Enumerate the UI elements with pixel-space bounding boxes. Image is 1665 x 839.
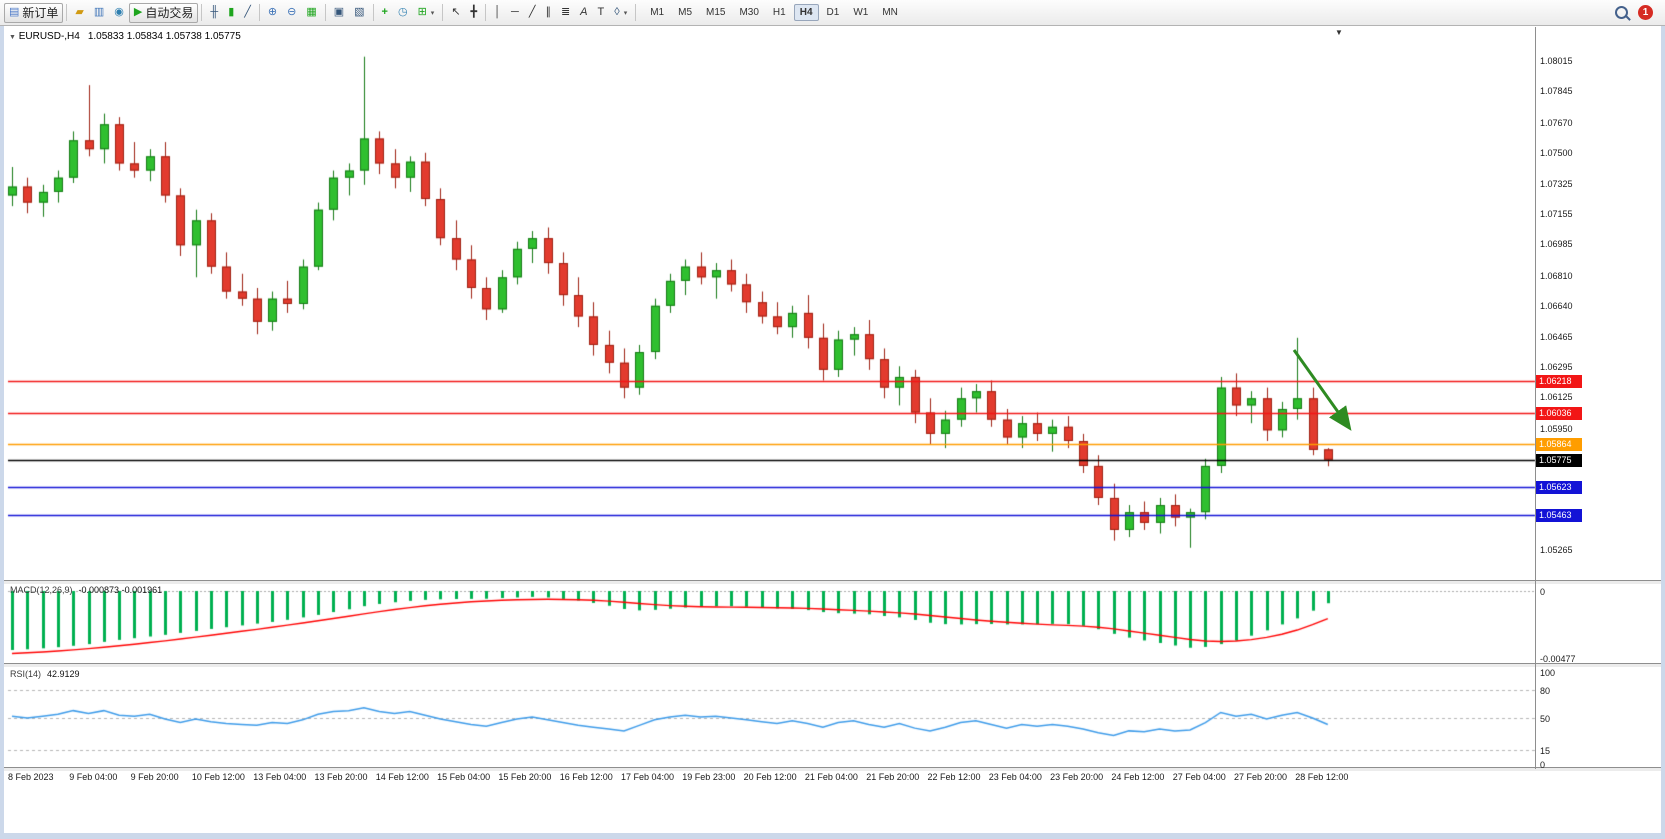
zoom-out-button[interactable]: ⊖ <box>282 3 301 23</box>
cascade-windows-icon: ▣ <box>333 6 345 18</box>
toolbar-separator <box>201 4 203 21</box>
profiles-button[interactable]: ◉ <box>109 3 129 23</box>
zoom-in-icon: ⊕ <box>267 6 278 18</box>
toolbar-separator <box>442 4 444 21</box>
app-toolbar: ▤ 新订单 ▰ ▥ ◉ ▶ 自动交易 ╫ ▮ ╱ ⊕ ⊖ ▦ ▣ ▧ + ◷ ⊞… <box>0 0 1665 26</box>
fibonacci-icon: ≣ <box>560 6 571 18</box>
vertical-line-tool-button[interactable]: │ <box>489 3 506 23</box>
trendline-tool-button[interactable]: ╱ <box>524 3 541 23</box>
tile-windows-button[interactable]: ▦ <box>301 3 321 23</box>
market-watch-button[interactable]: ▰ <box>70 3 88 23</box>
timeframe-button-M1[interactable]: M1 <box>644 4 670 21</box>
charts-icon: ▥ <box>93 6 105 18</box>
timeframe-buttons: M1 M5 M15 M30 H1 H4 D1 W1 MN <box>643 4 905 21</box>
toolbar-separator <box>324 4 326 21</box>
bar-chart-icon: ╫ <box>210 6 219 18</box>
channel-icon: ∥ <box>545 6 551 18</box>
notification-badge[interactable]: 1 <box>1638 5 1653 20</box>
toolbar-separator <box>258 4 260 21</box>
search-icon[interactable] <box>1615 6 1628 19</box>
clock-icon: ◷ <box>397 6 408 18</box>
timeframe-button-M30[interactable]: M30 <box>733 4 764 21</box>
charts-button[interactable]: ▥ <box>89 3 109 23</box>
crosshair-icon: ╋ <box>470 6 478 18</box>
zoom-out-icon: ⊖ <box>287 6 297 18</box>
indicators-button[interactable]: ⊞ ▾ <box>413 3 440 23</box>
candlestick-icon: ▮ <box>228 6 235 18</box>
line-chart-icon: ╱ <box>244 6 251 18</box>
new-order-icon: ▤ <box>9 6 20 18</box>
globe-icon: ◉ <box>114 6 124 18</box>
arrows-tool-button[interactable]: ◊ ▾ <box>609 3 632 23</box>
toolbar-separator <box>372 4 374 21</box>
cursor-icon: ↖ <box>451 6 461 18</box>
arrange-windows-button[interactable]: ▧ <box>349 3 369 23</box>
crosshair-tool-button[interactable]: ╋ <box>466 3 483 23</box>
cascade-windows-button[interactable]: ▣ <box>329 3 349 23</box>
arrows-tool-icon: ◊ <box>614 6 620 18</box>
new-order-button[interactable]: ▤ 新订单 <box>4 2 64 23</box>
text-tool-button[interactable]: A <box>575 3 592 23</box>
arrange-windows-icon: ▧ <box>354 6 365 18</box>
new-order-label: 新订单 <box>22 6 59 20</box>
trendline-icon: ╱ <box>528 6 536 18</box>
tile-windows-icon: ▦ <box>306 6 317 18</box>
timeframe-button-MN[interactable]: MN <box>876 4 904 21</box>
text-tool-icon: A <box>580 6 588 18</box>
fibonacci-tool-button[interactable]: ≣ <box>556 3 575 23</box>
horizontal-line-tool-button[interactable]: ─ <box>506 3 524 23</box>
indicator-add-icon: ⊞ <box>417 6 427 18</box>
horizontal-line-icon: ─ <box>511 6 519 18</box>
autoscroll-button[interactable]: ◷ <box>393 3 413 23</box>
channel-tool-button[interactable]: ∥ <box>540 3 556 23</box>
toolbar-separator <box>66 4 68 21</box>
chevron-down-icon: ▾ <box>623 9 628 17</box>
auto-trading-label: 自动交易 <box>145 6 194 20</box>
zoom-in-button[interactable]: ⊕ <box>263 3 282 23</box>
line-chart-button[interactable]: ╱ <box>239 3 256 23</box>
cursor-tool-button[interactable]: ↖ <box>446 3 465 23</box>
toolbar-separator <box>635 4 637 21</box>
market-watch-icon: ▰ <box>75 6 84 18</box>
timeframe-button-W1[interactable]: W1 <box>847 4 874 21</box>
timeframe-button-H4[interactable]: H4 <box>793 4 819 21</box>
toolbar-right: 1 <box>1615 5 1661 20</box>
label-tool-button[interactable]: T <box>593 3 610 23</box>
chart-shift-button[interactable]: + <box>377 3 393 23</box>
auto-trading-button[interactable]: ▶ 自动交易 <box>128 2 199 23</box>
toolbar-separator <box>485 4 487 21</box>
bar-chart-button[interactable]: ╫ <box>205 3 223 23</box>
timeframe-button-H1[interactable]: H1 <box>767 4 792 21</box>
vertical-line-icon: │ <box>494 6 502 18</box>
play-icon: ▶ <box>133 6 143 18</box>
timeframe-button-M5[interactable]: M5 <box>672 4 698 21</box>
candlestick-chart-button[interactable]: ▮ <box>223 3 239 23</box>
label-tool-icon: T <box>597 6 605 18</box>
chevron-down-icon: ▾ <box>430 9 435 17</box>
timeframe-button-D1[interactable]: D1 <box>821 4 846 21</box>
chart-shift-icon: + <box>381 6 388 18</box>
timeframe-button-M15[interactable]: M15 <box>700 4 731 21</box>
